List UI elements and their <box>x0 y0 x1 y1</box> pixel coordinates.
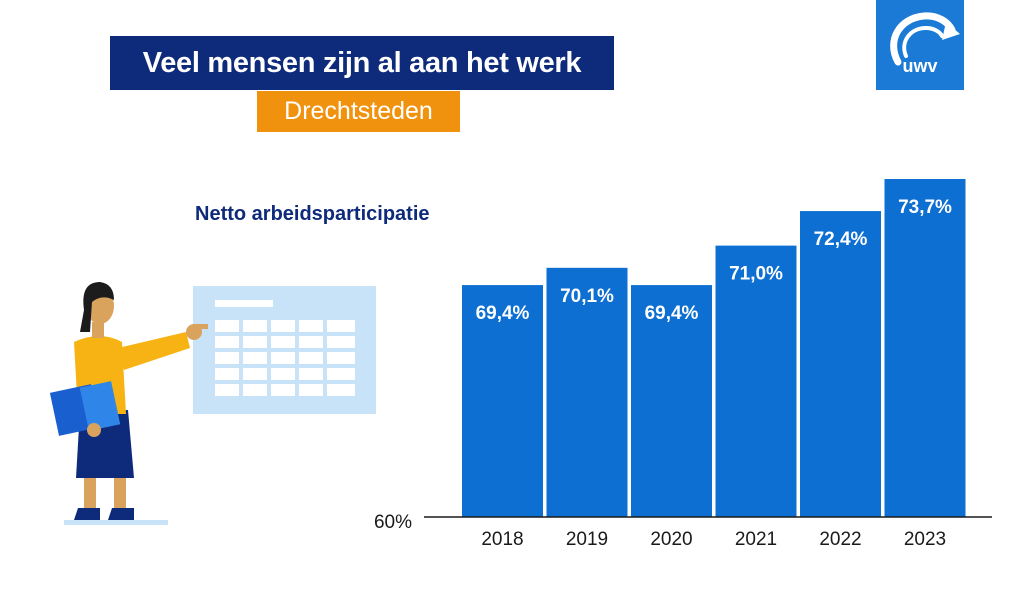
uwv-logo-icon: uwv <box>876 0 964 90</box>
y-baseline-label: 60% <box>374 512 412 533</box>
bar-2023 <box>884 179 966 517</box>
bar-value-label: 69,4% <box>645 303 699 324</box>
logo-text: uwv <box>902 56 937 76</box>
bar-2018 <box>462 285 543 517</box>
bar-2019 <box>546 267 628 517</box>
chart-title: Netto arbeidsparticipatie <box>195 203 430 225</box>
x-tick-label: 2022 <box>819 529 861 550</box>
x-tick-label: 2018 <box>481 529 523 550</box>
bar-value-label: 72,4% <box>814 229 868 250</box>
bar-2022 <box>800 211 881 517</box>
bar-value-label: 69,4% <box>476 303 530 324</box>
presenter-illustration <box>49 282 376 525</box>
x-tick-label: 2020 <box>650 529 692 550</box>
bar-value-label: 70,1% <box>560 286 614 307</box>
bar-2021 <box>715 245 797 517</box>
x-tick-label: 2023 <box>904 529 946 550</box>
x-tick-label: 2021 <box>735 529 777 550</box>
page-title: Veel mensen zijn al aan het werk <box>110 36 614 90</box>
bar-value-label: 71,0% <box>729 264 783 285</box>
bar-value-label: 73,7% <box>898 197 952 218</box>
x-tick-label: 2019 <box>566 529 608 550</box>
region-subtitle: Drechtsteden <box>257 91 460 132</box>
board-illustration <box>193 286 376 414</box>
bar-2020 <box>631 285 712 517</box>
